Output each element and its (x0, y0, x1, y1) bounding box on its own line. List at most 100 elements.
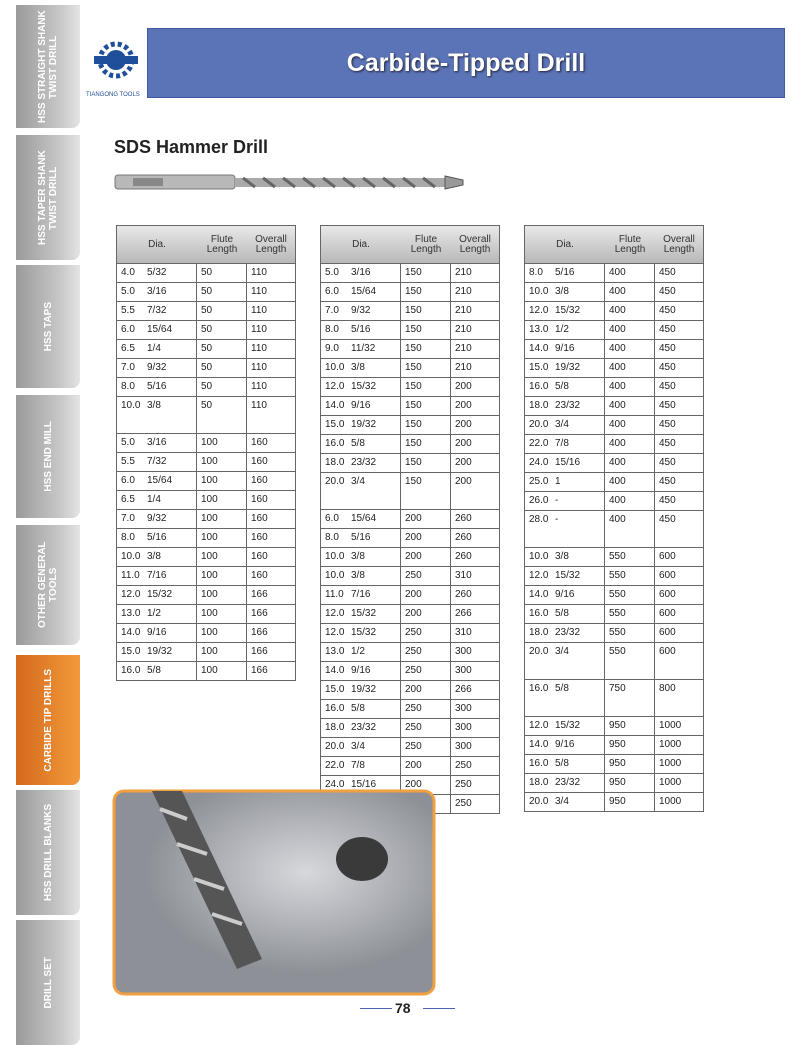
dia-inch: 15/32 (351, 608, 377, 619)
flute-cell: 50 (197, 321, 247, 339)
dia-cell: 15.0 19/32 (525, 359, 605, 377)
flute-cell: 950 (605, 717, 655, 735)
dia-mm: 8.0 (121, 532, 135, 543)
overall-cell: 110 (251, 400, 267, 411)
dia-inch: 23/32 (555, 627, 581, 638)
tab-label: HSS END MILL (42, 421, 54, 492)
overall-cell: 260 (455, 532, 472, 543)
dia-inch: 3/4 (351, 741, 365, 752)
dia-mm: 18.0 (529, 777, 549, 788)
table-row: 12.0 15/32 400 450 (524, 302, 704, 321)
dia-inch: 15/32 (351, 627, 377, 638)
table-row: 16.0 5/8 400 450 (524, 378, 704, 397)
dia-inch: 9/16 (351, 400, 371, 411)
dia-mm: 5.0 (121, 437, 135, 448)
dia-mm: 10.0 (325, 362, 345, 373)
dia-cell: 15.0 19/32 (321, 416, 401, 434)
dia-cell: 8.0 5/16 (525, 264, 605, 282)
dia-inch: 3/8 (555, 551, 569, 562)
dia-inch: 9/32 (351, 305, 371, 316)
dia-inch: 5/16 (351, 324, 371, 335)
table-row: 18.0 23/32 950 1000 (524, 774, 704, 793)
overall-cell: 450 (659, 400, 676, 411)
table-row: 20.0 3/4 400 450 (524, 416, 704, 435)
table-row: 18.0 23/32 150 200 (320, 454, 500, 473)
dia-mm: 8.0 (325, 532, 339, 543)
table-row: 20.0 3/4 950 1000 (524, 793, 704, 812)
dia-inch: 23/32 (351, 722, 377, 733)
flute-cell: 400 (605, 264, 655, 282)
table-header: Dia. Flute Length Overall Length (320, 225, 500, 264)
table-row: 13.0 1/2 100 166 (116, 605, 296, 624)
dia-cell: 7.0 9/32 (117, 359, 197, 377)
table-row: 6.0 15/64 200 260 (320, 510, 500, 529)
dia-cell: 14.0 9/16 (321, 662, 401, 680)
dia-cell: 15.0 19/32 (117, 643, 197, 661)
dia-cell: 6.0 15/64 (321, 283, 401, 301)
flute-cell: 150 (401, 359, 451, 377)
dia-inch: 1/2 (555, 324, 569, 335)
overall-cell: 266 (455, 684, 472, 695)
dia-cell: 6.0 15/64 (321, 510, 401, 528)
flute-cell: 150 (401, 283, 451, 301)
dia-inch: 9/32 (147, 513, 167, 524)
overall-cell: 210 (455, 362, 472, 373)
dia-cell: 12.0 15/32 (525, 717, 605, 735)
table-row: 6.0 15/64 100 160 (116, 472, 296, 491)
overall-cell: 310 (455, 627, 472, 638)
table-row: 14.0 9/16 400 450 (524, 340, 704, 359)
overall-cell: 200 (455, 438, 472, 449)
table-row: 26.0-400 450 (524, 492, 704, 511)
table-row: 9.0 11/32 150 210 (320, 340, 500, 359)
flute-cell: 50 (197, 264, 247, 282)
dia-cell: 14.0 9/16 (321, 397, 401, 415)
sidebar-tab: HSS STRAIGHT SHANK TWIST DRILL (16, 5, 80, 128)
spec-table: Dia. Flute Length Overall Length 8.0 5/16 400… (524, 225, 704, 812)
flute-cell: 550 (605, 624, 655, 642)
dia-mm: 12.0 (529, 305, 549, 316)
table-row: 8.0 5/16 150 210 (320, 321, 500, 340)
dia-inch: 15/64 (351, 286, 377, 297)
overall-cell: 110 (251, 381, 267, 392)
dia-inch: 9/16 (555, 739, 575, 750)
dia-cell: 22.0 7/8 (321, 757, 401, 775)
flute-cell: 250 (401, 567, 451, 585)
flute-cell: 250 (401, 624, 451, 642)
dia-inch: 19/32 (351, 419, 377, 430)
dia-mm: 24.0 (325, 779, 345, 790)
table-row: 15.0 19/32 150 200 (320, 416, 500, 435)
dia-cell: 20.0 3/4 (525, 793, 605, 811)
table-row: 14.0 9/16 550 600 (524, 586, 704, 605)
spec-table: Dia. Flute Length Overall Length 5.0 3/16 150… (320, 225, 500, 814)
dia-inch: 15/32 (555, 570, 581, 581)
flute-cell: 100 (197, 491, 247, 509)
dia-inch: 15/64 (351, 513, 377, 524)
flute-cell: 200 (401, 510, 451, 528)
dia-cell: 7.0 9/32 (117, 510, 197, 528)
tab-label: HSS DRILL BLANKS (42, 803, 54, 902)
overall-cell: 600 (659, 627, 676, 638)
overall-cell: 210 (455, 343, 472, 354)
overall-cell: 250 (455, 779, 472, 790)
overall-cell: 260 (455, 551, 472, 562)
overall-cell: 160 (251, 551, 268, 562)
dia-inch: 3/4 (555, 796, 569, 807)
tab-label: HSS TAPS (42, 301, 54, 352)
dia-mm: 28.0 (529, 514, 549, 525)
dia-mm: 12.0 (325, 608, 345, 619)
overall-cell: 450 (659, 419, 676, 430)
dia-cell: 20.0 3/4 (525, 643, 605, 679)
dia-inch: 3/16 (351, 267, 371, 278)
dia-inch: 1/2 (147, 608, 161, 619)
table-row: 11.0 7/16 100 160 (116, 567, 296, 586)
table-row: 11.0 7/16 200 260 (320, 586, 500, 605)
dia-inch: 15/16 (555, 457, 581, 468)
flute-cell: 100 (197, 624, 247, 642)
table-row: 5.0 3/16 100 160 (116, 434, 296, 453)
flute-cell: 50 (197, 378, 247, 396)
dia-mm: 6.0 (121, 475, 135, 486)
table-row: 8.0 5/16 400 450 (524, 264, 704, 283)
header-cell: Overall Length (459, 233, 491, 255)
dia-inch: 7/16 (147, 570, 167, 581)
dia-inch: 5/8 (555, 683, 569, 694)
